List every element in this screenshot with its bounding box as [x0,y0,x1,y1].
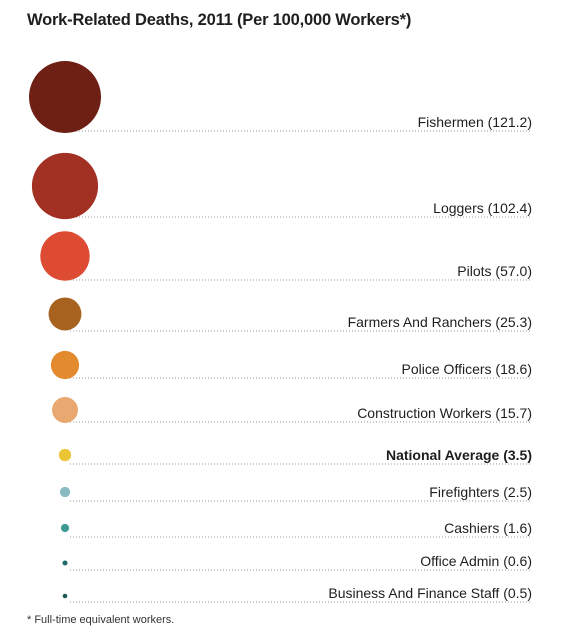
footnote: * Full-time equivalent workers. [27,614,175,626]
bubble-office-admin [62,560,68,566]
label-fishermen: Fishermen (121.2) [418,114,532,130]
bubble-police-officers [50,350,80,380]
label-national-average: National Average (3.5) [386,447,532,463]
chart-title: Work-Related Deaths, 2011 (Per 100,000 W… [27,11,412,29]
label-office-admin: Office Admin (0.6) [420,553,532,569]
label-cashiers: Cashiers (1.6) [444,520,532,536]
label-business-and-finance-staff: Business And Finance Staff (0.5) [328,585,532,601]
bubble-fishermen [29,61,101,133]
label-firefighters: Firefighters (2.5) [429,484,532,500]
bubble-loggers [31,152,99,220]
label-loggers: Loggers (102.4) [433,200,532,216]
bubble-firefighters [59,486,71,498]
label-farmers-and-ranchers: Farmers And Ranchers (25.3) [348,314,532,330]
bubble-pilots [40,231,90,281]
bubble-farmers-and-ranchers [48,297,82,331]
bubble-construction-workers [52,397,78,423]
bubble-business-and-finance-staff [62,593,68,599]
label-construction-workers: Construction Workers (15.7) [357,405,532,421]
label-police-officers: Police Officers (18.6) [402,361,532,377]
bubble-national-average [58,448,72,462]
bubble-cashiers [60,523,70,533]
label-pilots: Pilots (57.0) [457,263,532,279]
